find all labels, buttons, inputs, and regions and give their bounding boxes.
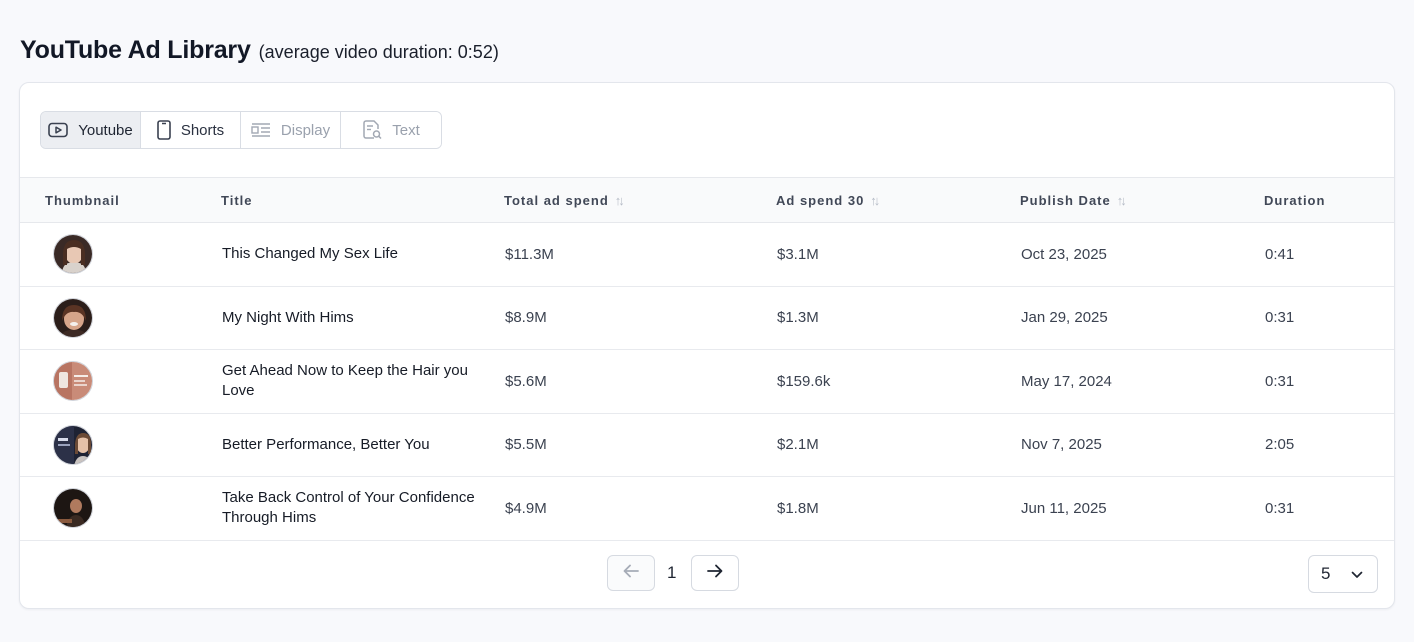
ad-title[interactable]: Better Performance, Better You: [222, 435, 430, 453]
ad-spend-30: $3.1M: [777, 245, 819, 263]
tab-text[interactable]: Text: [341, 112, 441, 148]
page-title: YouTube Ad Library: [20, 36, 251, 64]
page-size-value: 5: [1321, 564, 1331, 583]
duration: 0:41: [1265, 245, 1295, 263]
video-thumbnail[interactable]: [53, 424, 93, 465]
column-total-spend[interactable]: Total ad spend ↑↓: [504, 192, 625, 208]
arrow-left-icon: [623, 564, 639, 583]
total-ad-spend: $4.9M: [505, 499, 547, 517]
column-publish-date[interactable]: Publish Date ↑↓: [1020, 192, 1127, 208]
page-size-select[interactable]: 5: [1308, 555, 1378, 593]
video-thumbnail[interactable]: [53, 361, 93, 402]
tab-youtube[interactable]: Youtube: [41, 112, 141, 148]
ad-title[interactable]: Take Back Control of Your Confidence Thr…: [222, 489, 475, 527]
video-thumbnail[interactable]: [53, 234, 93, 275]
ad-spend-30: $1.8M: [777, 499, 819, 517]
video-thumbnail[interactable]: [53, 488, 93, 529]
document-search-icon: [362, 120, 382, 140]
table-row[interactable]: Better Performance, Better You $5.5M $2.…: [20, 414, 1394, 477]
ad-type-tabs: Youtube Shorts Display Text: [40, 111, 442, 149]
tab-shorts[interactable]: Shorts: [141, 112, 241, 148]
tab-youtube-label: Youtube: [78, 121, 133, 139]
table-row[interactable]: My Night With Hims $8.9M $1.3M Jan 29, 2…: [20, 287, 1394, 350]
ad-title[interactable]: Get Ahead Now to Keep the Hair you Love: [222, 362, 468, 400]
publish-date: Jan 29, 2025: [1021, 309, 1108, 327]
ad-title[interactable]: My Night With Hims: [222, 308, 354, 326]
ads-table: Thumbnail Title Total ad spend ↑↓ Ad spen…: [20, 177, 1394, 541]
tab-display-label: Display: [280, 121, 331, 139]
duration: 2:05: [1265, 436, 1295, 454]
total-ad-spend: $5.5M: [505, 436, 547, 454]
publish-date: Jun 11, 2025: [1021, 499, 1107, 517]
column-ad-spend-30[interactable]: Ad spend 30 ↑↓: [776, 192, 880, 208]
tab-shorts-label: Shorts: [180, 121, 225, 139]
duration: 0:31: [1265, 309, 1295, 327]
ad-spend-30: $159.6k: [777, 372, 831, 390]
duration: 0:31: [1265, 372, 1295, 390]
column-thumbnail: Thumbnail: [45, 192, 120, 208]
table-header: Thumbnail Title Total ad spend ↑↓ Ad spen…: [20, 177, 1394, 223]
next-page-button[interactable]: [691, 555, 739, 591]
previous-page-button[interactable]: [607, 555, 655, 591]
page-header: YouTube Ad Library (average video durati…: [20, 36, 499, 65]
play-video-icon: [48, 122, 69, 138]
table-row[interactable]: Get Ahead Now to Keep the Hair you Love …: [20, 350, 1394, 414]
table-row[interactable]: This Changed My Sex Life $11.3M $3.1M Oc…: [20, 223, 1394, 287]
sort-icon[interactable]: ↑↓: [870, 192, 880, 208]
table-row[interactable]: Take Back Control of Your Confidence Thr…: [20, 477, 1394, 541]
publish-date: May 17, 2024: [1021, 372, 1112, 390]
sort-icon[interactable]: ↑↓: [1116, 192, 1127, 208]
arrow-right-icon: [707, 564, 723, 583]
video-thumbnail[interactable]: [53, 297, 93, 338]
page-subtitle: (average video duration: 0:52): [258, 42, 499, 62]
sort-icon[interactable]: ↑↓: [614, 192, 625, 208]
ad-spend-30: $2.1M: [777, 436, 819, 454]
column-title: Title: [221, 192, 253, 208]
display-layout-icon: [251, 122, 271, 138]
publish-date: Oct 23, 2025: [1021, 245, 1107, 263]
tab-display[interactable]: Display: [241, 112, 341, 148]
publish-date: Nov 7, 2025: [1021, 436, 1102, 454]
total-ad-spend: $11.3M: [505, 245, 554, 263]
ad-library-card: Youtube Shorts Display Text Thumbnail Ti…: [19, 82, 1395, 609]
duration: 0:31: [1265, 499, 1295, 517]
column-duration: Duration: [1264, 192, 1326, 208]
chevron-down-icon: [1351, 564, 1363, 584]
total-ad-spend: $5.6M: [505, 372, 547, 390]
pagination: 1 5: [20, 555, 1394, 593]
ad-spend-30: $1.3M: [777, 309, 819, 327]
tab-text-label: Text: [392, 121, 420, 139]
ad-title[interactable]: This Changed My Sex Life: [222, 245, 398, 263]
phone-icon: [157, 120, 171, 140]
total-ad-spend: $8.9M: [505, 309, 547, 327]
current-page: 1: [667, 563, 677, 582]
